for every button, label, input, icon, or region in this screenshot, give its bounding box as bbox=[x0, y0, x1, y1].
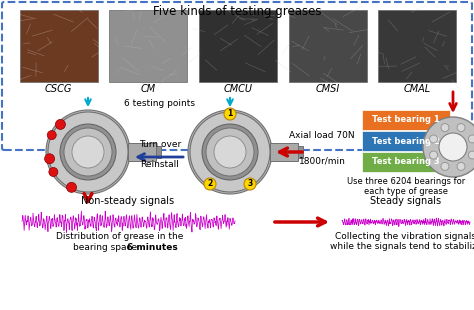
Text: Collecting the vibration signals
while the signals tend to stabilize: Collecting the vibration signals while t… bbox=[330, 232, 474, 251]
Text: 1: 1 bbox=[228, 109, 233, 118]
Circle shape bbox=[48, 112, 128, 192]
Text: Turn over: Turn over bbox=[139, 140, 181, 149]
Circle shape bbox=[60, 124, 116, 180]
Text: Test bearing 2: Test bearing 2 bbox=[372, 136, 440, 145]
Circle shape bbox=[202, 124, 258, 180]
Text: CMAL: CMAL bbox=[404, 84, 431, 94]
Text: CMSI: CMSI bbox=[316, 84, 340, 94]
Circle shape bbox=[190, 112, 270, 192]
Text: 2: 2 bbox=[207, 179, 213, 188]
Circle shape bbox=[72, 136, 104, 168]
Text: CM: CM bbox=[141, 84, 156, 94]
Bar bbox=[362, 152, 450, 172]
Circle shape bbox=[66, 182, 76, 192]
Bar bbox=[156, 146, 161, 158]
Circle shape bbox=[429, 151, 438, 159]
Text: 3: 3 bbox=[247, 179, 253, 188]
Circle shape bbox=[468, 151, 474, 159]
Bar bbox=[298, 146, 303, 158]
Text: 1800r/min: 1800r/min bbox=[299, 157, 346, 166]
Circle shape bbox=[46, 110, 130, 194]
Circle shape bbox=[204, 178, 216, 190]
Text: bearing space: bearing space bbox=[73, 243, 140, 252]
Circle shape bbox=[47, 131, 56, 140]
Bar bbox=[378, 10, 456, 82]
Circle shape bbox=[439, 133, 467, 161]
Circle shape bbox=[468, 135, 474, 143]
Bar bbox=[109, 10, 187, 82]
Circle shape bbox=[188, 110, 272, 194]
FancyBboxPatch shape bbox=[2, 2, 472, 150]
Circle shape bbox=[224, 108, 236, 120]
Text: Steady signals: Steady signals bbox=[371, 196, 442, 206]
Bar bbox=[128, 143, 156, 161]
Text: Test bearing 1: Test bearing 1 bbox=[372, 116, 440, 125]
Text: Axial load 70N: Axial load 70N bbox=[289, 131, 355, 140]
Circle shape bbox=[214, 136, 246, 168]
Circle shape bbox=[457, 162, 465, 170]
Circle shape bbox=[55, 119, 65, 129]
Text: Use three 6204 bearings for
each type of grease: Use three 6204 bearings for each type of… bbox=[347, 177, 465, 197]
Text: Test bearing 3: Test bearing 3 bbox=[372, 157, 440, 166]
Circle shape bbox=[45, 154, 55, 164]
Bar bbox=[362, 131, 450, 151]
Bar bbox=[270, 143, 298, 161]
Text: CSCG: CSCG bbox=[45, 84, 73, 94]
Text: Distribution of grease in the: Distribution of grease in the bbox=[56, 232, 184, 241]
Text: 6 minutes: 6 minutes bbox=[127, 243, 177, 252]
Circle shape bbox=[441, 162, 449, 170]
Text: 6 testing points: 6 testing points bbox=[125, 99, 195, 108]
Bar bbox=[199, 10, 277, 82]
Text: Five kinds of testing greases: Five kinds of testing greases bbox=[153, 5, 321, 18]
Circle shape bbox=[64, 128, 112, 176]
Circle shape bbox=[49, 167, 58, 176]
Circle shape bbox=[423, 117, 474, 177]
Circle shape bbox=[206, 128, 254, 176]
Text: Non-steady signals: Non-steady signals bbox=[82, 196, 174, 206]
Circle shape bbox=[441, 124, 449, 132]
Circle shape bbox=[457, 124, 465, 132]
Circle shape bbox=[244, 178, 256, 190]
Circle shape bbox=[429, 135, 438, 143]
Text: Reinstall: Reinstall bbox=[141, 160, 180, 169]
Bar bbox=[19, 10, 98, 82]
Text: CMCU: CMCU bbox=[224, 84, 253, 94]
Bar bbox=[362, 110, 450, 130]
Bar bbox=[289, 10, 367, 82]
